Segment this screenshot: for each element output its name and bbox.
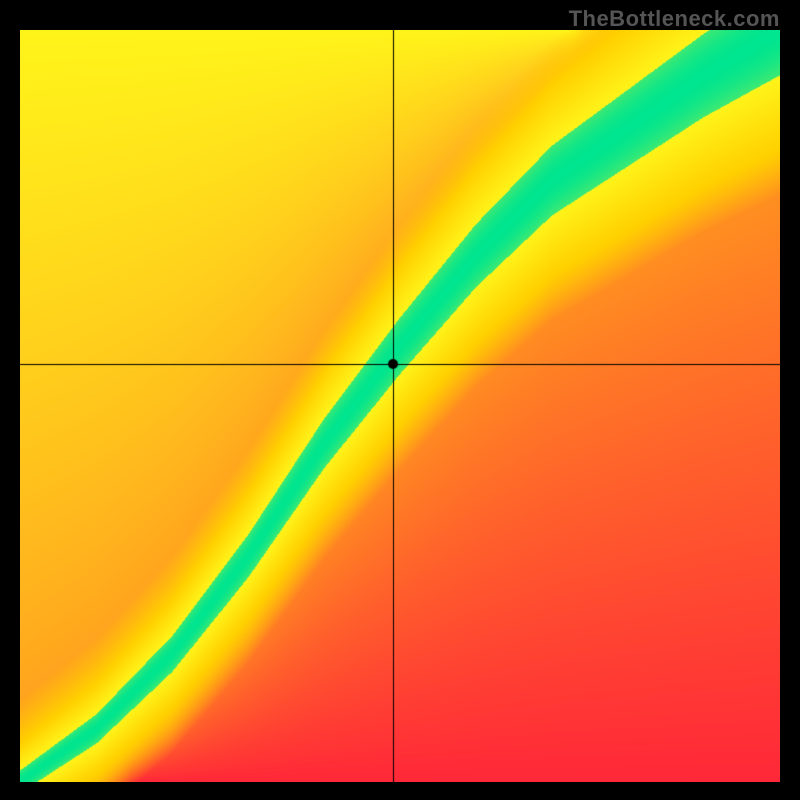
watermark-text: TheBottleneck.com	[569, 6, 780, 32]
bottleneck-heatmap	[20, 30, 780, 782]
chart-container: TheBottleneck.com	[0, 0, 800, 800]
